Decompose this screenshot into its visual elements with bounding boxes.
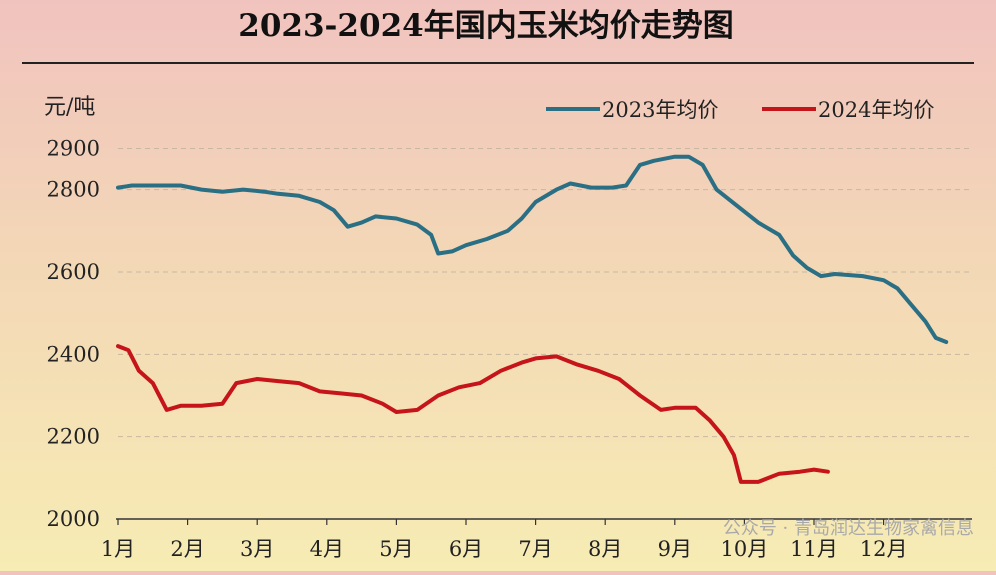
x-tick-label: 1月 [101,537,135,561]
legend: 2023年均价 2024年均价 [546,98,934,122]
y-tick-label: 2800 [47,178,100,202]
y-tick-label: 2600 [47,260,100,284]
x-axis-ticks: 1月 2月 3月 4月 5月 6月 7月 8月 9月 10月 11月 12月 [101,519,908,561]
x-tick-label: 3月 [240,537,274,561]
series-line-1 [116,154,949,344]
x-tick-label: 2月 [170,537,204,561]
x-tick-label: 6月 [449,537,483,561]
y-axis-unit-label: 元/吨 [44,95,95,120]
x-tick-label: 12月 [860,537,908,561]
legend-label: 2024年均价 [818,98,934,122]
legend-label: 2023年均价 [602,98,718,122]
x-tick-label: 9月 [658,537,692,561]
y-tick-label: 2900 [47,136,100,160]
y-tick-label: 2400 [47,342,100,366]
x-tick-label: 10月 [721,537,769,561]
y-tick-label: 2000 [47,507,100,531]
series-lines [116,154,949,484]
gridlines [118,147,972,438]
x-tick-label: 7月 [518,537,552,561]
x-tick-label: 8月 [588,537,622,561]
y-axis-ticks: 2000 2200 2400 2600 2800 2900 [47,136,100,531]
x-tick-label: 11月 [790,537,838,561]
watermark-text: 公众号 · 青岛润达生物家禽信息 [723,518,974,539]
chart-title: 2023-2024年国内玉米均价走势图 [238,8,733,44]
x-tick-label: 5月 [379,537,413,561]
y-tick-label: 2200 [47,425,100,449]
series-line-2 [116,344,830,484]
x-tick-label: 4月 [310,537,344,561]
